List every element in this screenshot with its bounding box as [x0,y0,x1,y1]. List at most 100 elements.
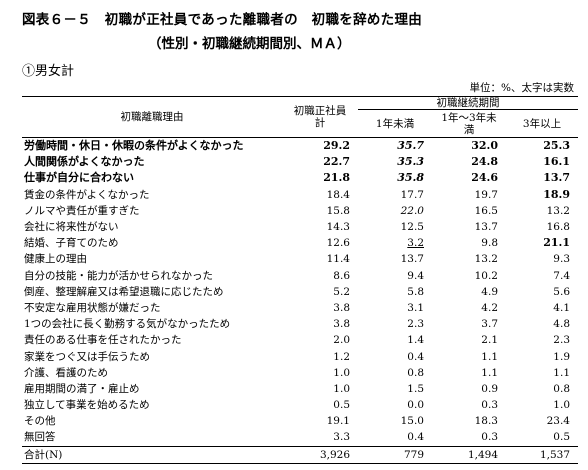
cell-total: 1.2 [333,350,350,363]
row-label: 賃金の条件がよくなかった [24,188,150,201]
header-1to3yr: 1年～3年未 満 [432,109,506,138]
cell-1to3yr: 4.9 [481,285,498,298]
cell-total: 0.5 [333,399,350,412]
cell-value: 18.9 [543,187,570,201]
cell-1to3yr: 16.5 [474,204,498,217]
cell-total: 8.6 [333,269,350,282]
table-row: 1つの会社に長く勤務する気がなかったため 3.8 2.3 3.7 4.8 [22,316,578,332]
row-label: 会社に将来性がない [24,221,119,234]
cell-1to3yr: 9.8 [481,237,498,250]
cell-1to3yr: 0.9 [481,382,498,395]
table-row: 介護、看護のため 1.0 0.8 1.1 1.1 [22,365,578,381]
cell-value: 35.8 [397,171,424,185]
row-label: 責任のある仕事を任されたかった [24,334,182,347]
table-row: 倒産、整理解雇又は希望退職に応じたため 5.2 5.8 4.9 5.6 [22,284,578,300]
row-label: その他 [24,415,56,428]
section-label: ①男女計 [22,64,75,79]
cell-over-3yr: 18.9 [506,187,578,203]
header-total-line2: 計 [314,117,326,129]
row-label: 不安定な雇用状態が嫌だった [24,301,161,314]
cell-1to3yr: 2.1 [481,334,498,347]
cell-1to3yr: 1.1 [481,350,498,363]
cell-under-1yr: 2.3 [407,318,424,331]
row-label: 仕事が自分に合わない [24,171,134,185]
cell-1to3yr: 0.3 [481,431,498,444]
cell-1to3yr: 13.7 [474,221,498,234]
row-label: ノルマや責任が重すぎた [24,204,140,217]
cell-total: 2.0 [333,334,350,347]
cell-under-1yr: 0.4 [407,431,424,444]
cell-total: 1.0 [333,382,350,395]
cell-total: 14.3 [326,221,350,234]
row-label: 人間関係がよくなかった [24,155,145,169]
cell-under-1yr: 0.0 [407,399,424,412]
header-over-3yr: 3年以上 [506,109,578,138]
cell-under-1yr: 1.5 [407,382,424,395]
cell-over-3yr: 2.3 [553,334,570,347]
table-row: 労働時間・休日・休暇の条件がよくなかった 29.2 35.7 32.0 25.3 [22,137,578,155]
unit-note: 単位：%、太字は実数 [469,82,574,94]
table-row: 賃金の条件がよくなかった 18.4 17.7 19.7 18.9 [22,187,578,203]
cell-over-3yr: 13.2 [546,204,570,217]
data-table: 初職離職理由 初職正社員 計 初職継続期間 1年未満 1年～3年未 満 3年以上… [22,96,578,464]
cell-over-3yr: 1.0 [553,399,570,412]
cell-under-1yr: 5.8 [407,285,424,298]
cell-under-1yr: 22.0 [358,203,432,219]
cell-1to3yr: 0.3 [481,399,498,412]
cell-1to3yr: 10.2 [474,269,498,282]
cell-1to3yr: 32.0 [432,137,506,155]
cell-under-1yr: 15.0 [400,415,424,428]
cell-under-1yr: 9.4 [407,269,424,282]
row-label: 健康上の理由 [24,253,87,266]
cell-total: 18.4 [326,188,350,201]
cell-over-3yr: 7.4 [553,269,570,282]
cell-under-1yr: 3.1 [407,301,424,314]
cell-1to3yr: 4.2 [481,301,498,314]
header-under-1yr: 1年未満 [358,109,432,138]
cell-total: 21.8 [323,171,350,185]
cell-1to3yr: 19.7 [474,188,498,201]
cell-total: 5.2 [333,285,350,298]
cell-under-1yr: 35.7 [358,137,432,155]
total-row: 合計(N) 3,926 779 1,494 1,537 [22,445,578,464]
table-row: 責任のある仕事を任されたかった 2.0 1.4 2.1 2.3 [22,332,578,348]
cell-over-3yr: 25.3 [506,137,578,155]
cell-under-1yr: 1.4 [407,334,424,347]
cell-over-3yr: 13.7 [543,171,570,185]
row-label: 1つの会社に長く勤務する気がなかったため [24,318,231,331]
cell-over-3yr: 9.3 [553,253,570,266]
cell-under-1yr: 0.8 [407,366,424,379]
figure-subtitle: （性別・初職継続期間別、ＭＡ） [148,36,351,52]
cell-value: 3.2 [407,237,424,250]
row-label: 無回答 [24,431,56,444]
table-row: 会社に将来性がない 14.3 12.5 13.7 16.8 [22,219,578,235]
table-row: 人間関係がよくなかった 22.7 35.3 24.8 16.1 [22,154,578,170]
header-reason: 初職離職理由 [22,96,282,138]
cell-value: 35.7 [397,139,424,153]
row-label: 雇用期間の満了・雇止め [24,382,140,395]
cell-total: 3.3 [333,431,350,444]
row-label: 自分の技能・能力が活かせられなかった [24,269,213,282]
cell-total: 22.7 [323,155,350,169]
cell-1to3yr: 3.7 [481,318,498,331]
cell-over-3yr: 16.8 [546,221,570,234]
cell-over-3yr: 4.1 [553,301,570,314]
cell-total: 29.2 [282,137,358,155]
row-label: 独立して事業を始めるため [24,399,150,412]
header-1to3yr-line2: 満 [463,123,475,136]
cell-1to3yr: 1.1 [481,366,498,379]
cell-total: 15.8 [326,204,350,217]
cell-under-1yr: 12.5 [400,221,424,234]
cell-over-3yr: 23.4 [546,415,570,428]
cell-1to3yr: 18.3 [474,415,498,428]
cell-under-1yr: 35.8 [358,170,432,186]
row-label: 倒産、整理解雇又は希望退職に応じたため [24,285,224,298]
table-row: 無回答 3.3 0.4 0.3 0.5 [22,429,578,446]
cell-value: 22.0 [400,204,424,217]
cell-total: 11.4 [326,253,350,266]
cell-over-3yr: 0.8 [553,382,570,395]
total-under-1yr: 779 [358,445,432,464]
header-total: 初職正社員 計 [282,96,358,138]
cell-under-1yr: 0.4 [407,350,424,363]
cell-over-3yr: 5.6 [553,285,570,298]
